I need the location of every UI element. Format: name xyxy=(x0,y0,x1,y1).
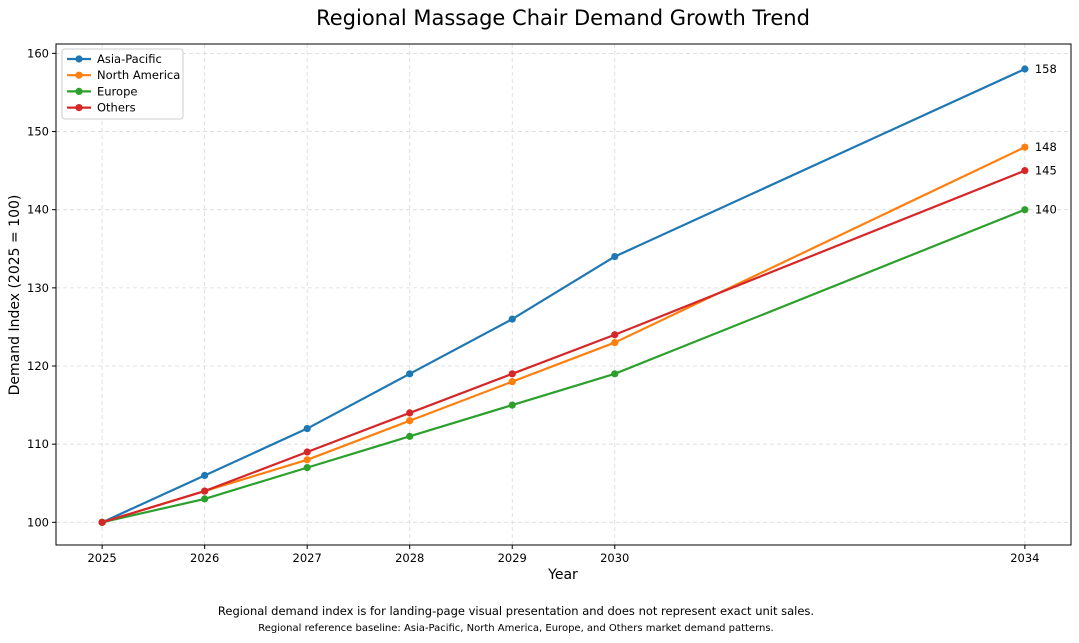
legend-box xyxy=(61,48,184,120)
grid xyxy=(56,44,1071,545)
legend-label-europe: Europe xyxy=(97,84,137,98)
data-point-others xyxy=(303,448,311,456)
series-line-others xyxy=(101,169,1026,524)
y-axis-label: Demand Index (2025 = 100) xyxy=(7,195,23,396)
x-tick-label: 2025 xyxy=(87,551,116,565)
data-point-others xyxy=(508,370,516,378)
end-label-north-america: 148 xyxy=(1035,140,1057,154)
data-point-others xyxy=(201,487,209,495)
y-tick-label: 160 xyxy=(27,46,49,60)
end-label-others: 145 xyxy=(1035,164,1057,178)
y-tick-label: 100 xyxy=(27,515,49,529)
footnote-disclaimer: Regional demand index is for landing-pag… xyxy=(217,604,815,618)
y-tick-label: 150 xyxy=(27,125,49,139)
data-point-asia-pacific xyxy=(303,424,311,433)
data-point-europe xyxy=(611,370,619,378)
x-tick-label: 2026 xyxy=(190,551,219,565)
data-point-others xyxy=(98,518,106,526)
data-point-others xyxy=(611,331,619,339)
y-tick-label: 110 xyxy=(27,437,49,451)
series-group xyxy=(98,65,1029,526)
x-tick-label: 2027 xyxy=(293,551,322,565)
data-point-asia-pacific xyxy=(611,252,619,261)
data-point-north-america xyxy=(303,456,311,464)
series-line-north-america xyxy=(101,146,1026,524)
end-labels: 158 148 140 145 xyxy=(1035,62,1057,217)
data-point-north-america xyxy=(508,378,516,386)
x-tick-label: 2034 xyxy=(1010,551,1039,565)
legend-marker-north-america xyxy=(75,71,83,79)
data-point-asia-pacific xyxy=(201,471,209,480)
data-point-asia-pacific xyxy=(406,370,414,378)
data-point-europe xyxy=(303,464,311,472)
end-label-asia-pacific: 158 xyxy=(1035,62,1057,76)
plot-area-frame xyxy=(55,43,1072,546)
data-point-europe xyxy=(508,401,516,409)
chart-title: Regional Massage Chair Demand Growth Tre… xyxy=(316,6,810,30)
y-tick-label: 130 xyxy=(27,281,49,295)
legend-marker-europe xyxy=(75,87,83,95)
data-point-europe xyxy=(201,495,209,503)
x-tick-label: 2029 xyxy=(498,551,527,565)
x-axis-label: Year xyxy=(547,567,578,583)
x-tick-label: 2028 xyxy=(395,551,424,565)
end-label-europe: 140 xyxy=(1035,203,1057,217)
series-line-asia-pacific xyxy=(101,68,1026,524)
data-point-others xyxy=(1021,167,1029,175)
data-point-europe xyxy=(1021,206,1029,214)
x-tick-label: 2030 xyxy=(600,551,629,565)
footnote-baseline: Regional reference baseline: Asia-Pacifi… xyxy=(258,623,774,634)
axis-ticks: 2025 2026 2027 2028 2029 2030 2034 100 110 120 130… xyxy=(27,46,1039,565)
data-point-north-america xyxy=(611,338,619,347)
y-tick-label: 120 xyxy=(27,359,49,373)
legend-label-north-america: North America xyxy=(97,68,180,82)
data-point-asia-pacific xyxy=(1021,65,1029,73)
legend-label-asia-pacific: Asia-Pacific xyxy=(97,52,162,66)
data-point-europe xyxy=(406,432,414,440)
legend-marker-asia-pacific xyxy=(75,55,83,63)
legend-label-others: Others xyxy=(97,101,136,115)
legend-marker-others xyxy=(75,104,83,112)
legend: Asia-Pacific North America Europe Others xyxy=(61,48,184,120)
data-point-others xyxy=(406,409,414,417)
y-tick-label: 140 xyxy=(27,203,49,217)
data-point-north-america xyxy=(1021,143,1029,151)
data-point-asia-pacific xyxy=(508,315,516,323)
data-point-north-america xyxy=(406,417,414,425)
